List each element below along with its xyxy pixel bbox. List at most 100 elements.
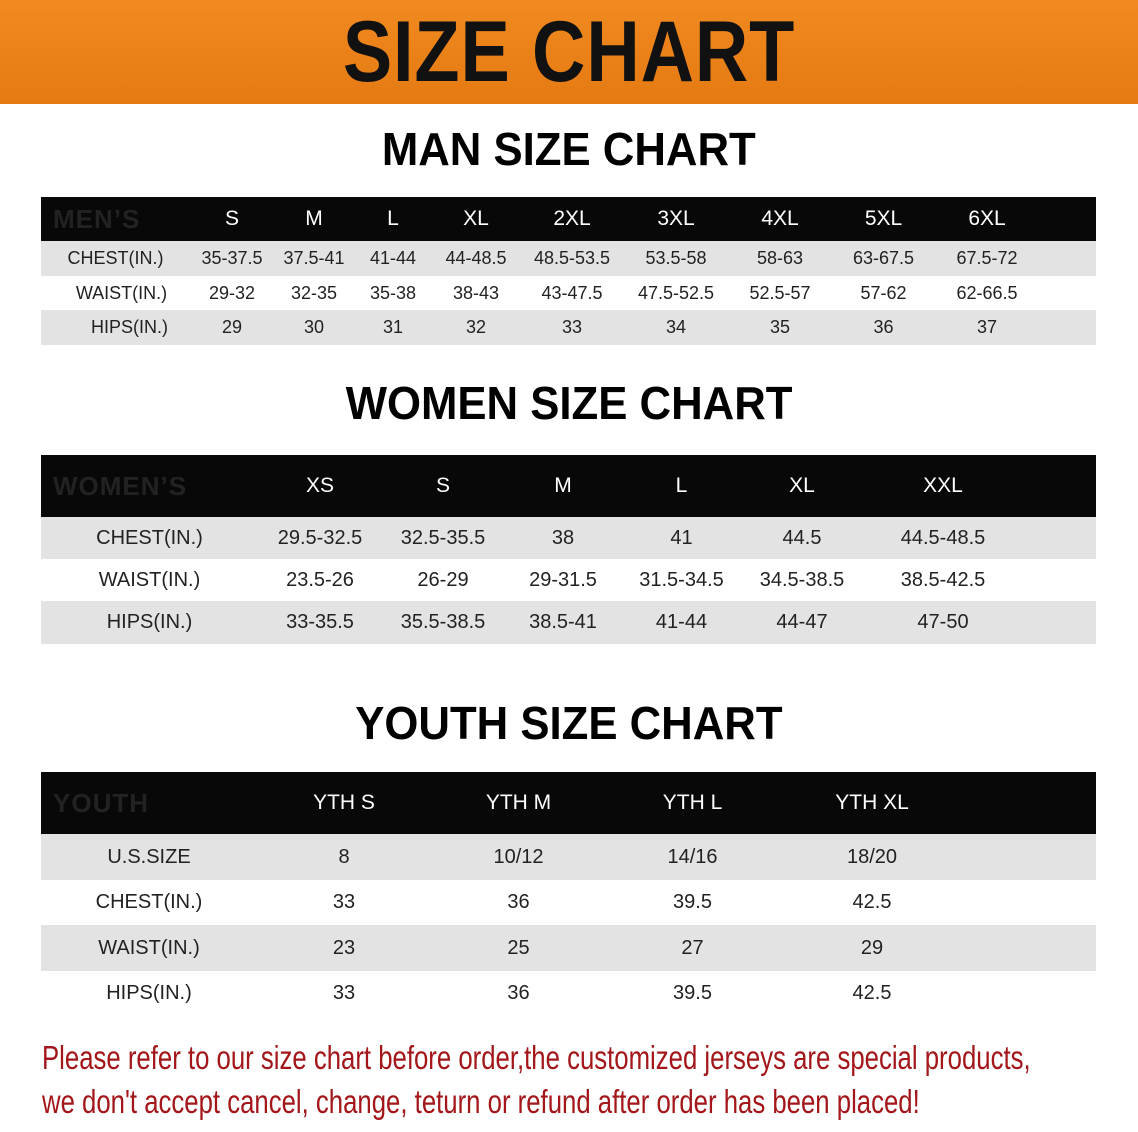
measurement-cell: 39.5 <box>673 891 712 913</box>
measurement-cell: 33 <box>332 982 356 1004</box>
youth-size-table: YOUTH YTH S YTH M YTH L YTH XL U.S.SIZE 8 10/12… <box>41 772 1096 1016</box>
notice-line-1: Please refer to our size chart before or… <box>42 1039 1031 1076</box>
size-header-cell: YTH L <box>662 791 723 814</box>
table-title-cell: YOUTH <box>53 787 149 818</box>
row-label: CHEST(IN.) <box>67 248 164 268</box>
measurement-cell: 30 <box>303 317 325 337</box>
measurement-cell: 33-35.5 <box>286 611 354 633</box>
size-header-cell: YTH S <box>313 791 375 814</box>
measurement-cell: 34.5-38.5 <box>759 568 845 591</box>
table-row: HIPS(IN.) 33-35.5 35.5-38.5 38.5-41 41-44 44-… <box>41 601 1096 644</box>
measurement-cell: 31.5-34.5 <box>639 568 724 591</box>
youth-section-title: YOUTH SIZE CHART <box>355 697 783 749</box>
measurement-cell: 23.5-26 <box>286 568 354 591</box>
measurement-cell: 25 <box>507 936 530 959</box>
women-section-title: WOMEN SIZE CHART <box>345 377 793 429</box>
measurement-cell: 53.5-58 <box>645 248 707 268</box>
measurement-cell: 57-62 <box>860 282 907 303</box>
row-label: HIPS(IN.) <box>106 611 193 633</box>
measurement-cell: 38.5-41 <box>529 611 597 633</box>
measurement-cell: 35.5-38.5 <box>400 611 486 633</box>
measurement-cell: 62-66.5 <box>956 282 1018 303</box>
measurement-cell: 43-47.5 <box>541 282 603 303</box>
row-label: HIPS(IN.) <box>90 317 168 337</box>
women-size-table: WOMEN’S XS S M L XL XXL CHEST(IN.) 29.5-32.5 32.5… <box>41 455 1096 644</box>
size-header-cell: XXL <box>923 474 963 497</box>
measurement-cell: 14/16 <box>667 845 718 868</box>
measurement-cell: 36 <box>507 982 530 1004</box>
measurement-cell: 33 <box>332 891 356 913</box>
size-header-cell: L <box>675 474 688 497</box>
table-header-row: YOUTH YTH S YTH M YTH L YTH XL <box>41 772 1096 834</box>
measurement-cell: 32 <box>465 317 487 337</box>
measurement-cell: 31 <box>382 317 404 337</box>
table-title-cell: WOMEN’S <box>53 470 188 501</box>
measurement-cell: 42.5 <box>852 982 892 1004</box>
size-header-cell: XL <box>463 207 489 230</box>
table-row: HIPS(IN.) 33 36 39.5 42.5 <box>41 971 1096 1016</box>
measurement-cell: 26-29 <box>417 568 469 591</box>
measurement-cell: 44-47 <box>776 611 828 633</box>
measurement-cell: 29 <box>221 317 243 337</box>
size-header-cell: YTH M <box>485 791 552 814</box>
table-row: WAIST(IN.) 29-32 32-35 35-38 38-43 43-47.5 47.… <box>41 276 1096 310</box>
size-header-cell: 5XL <box>864 207 903 230</box>
measurement-cell: 10/12 <box>493 845 544 868</box>
measurement-cell: 35-38 <box>369 282 417 303</box>
row-label: U.S.SIZE <box>107 845 191 868</box>
size-header-cell: XS <box>305 474 334 497</box>
measurement-cell: 58-63 <box>756 248 804 268</box>
measurement-cell: 36 <box>873 317 894 337</box>
measurement-cell: 38.5-42.5 <box>900 568 986 591</box>
measurement-cell: 27 <box>681 936 704 959</box>
measurement-cell: 38-43 <box>452 282 500 303</box>
measurement-cell: 42.5 <box>852 891 892 913</box>
banner-title: SIZE CHART <box>342 4 796 100</box>
measurement-cell: 29-32 <box>208 282 256 303</box>
measurement-cell: 18/20 <box>846 845 898 868</box>
measurement-cell: 37.5-41 <box>283 248 345 268</box>
measurement-cell: 33 <box>561 317 583 337</box>
row-label: WAIST(IN.) <box>98 936 200 959</box>
measurement-cell: 8 <box>338 845 350 868</box>
size-header-cell: 6XL <box>968 207 1006 230</box>
measurement-cell: 39.5 <box>673 982 712 1004</box>
row-label: CHEST(IN.) <box>96 526 203 549</box>
banner: SIZE CHART <box>0 0 1138 104</box>
measurement-cell: 29-31.5 <box>529 568 597 591</box>
notice-line-2: we don't accept cancel, change, teturn o… <box>42 1083 920 1120</box>
measurement-cell: 35-37.5 <box>201 248 263 268</box>
table-header-row: WOMEN’S XS S M L XL XXL <box>41 455 1096 517</box>
measurement-cell: 29.5-32.5 <box>277 526 363 549</box>
measurement-cell: 47.5-52.5 <box>637 282 715 303</box>
row-label: CHEST(IN.) <box>95 891 203 913</box>
measurement-cell: 37 <box>976 317 998 337</box>
size-header-cell: M <box>554 474 572 497</box>
table-row: CHEST(IN.) 29.5-32.5 32.5-35.5 38 41 44.5 44.5… <box>41 517 1096 559</box>
size-header-cell: S <box>435 474 450 497</box>
men-section-title: MAN SIZE CHART <box>382 123 756 175</box>
measurement-cell: 41-44 <box>655 611 708 633</box>
table-row: WAIST(IN.) 23 25 27 29 <box>41 925 1096 971</box>
measurement-cell: 63-67.5 <box>852 248 915 268</box>
measurement-cell: 38 <box>551 526 575 549</box>
measurement-cell: 44-48.5 <box>445 248 507 268</box>
table-row: HIPS(IN.) 29 30 31 32 33 34 35 36 37 <box>41 310 1096 345</box>
size-header-cell: S <box>224 207 239 230</box>
size-header-cell: M <box>305 207 323 230</box>
measurement-cell: 67.5-72 <box>956 248 1018 268</box>
size-header-cell: XL <box>789 474 815 497</box>
table-header-row: MEN’S S M L XL 2XL 3XL 4XL 5XL 6XL <box>41 197 1096 241</box>
measurement-cell: 29 <box>860 936 884 959</box>
measurement-cell: 47-50 <box>917 611 969 633</box>
row-label: WAIST(IN.) <box>98 568 201 591</box>
measurement-cell: 48.5-53.5 <box>533 248 611 268</box>
measurement-cell: 41-44 <box>369 248 417 268</box>
measurement-cell: 36 <box>507 891 530 913</box>
size-header-cell: L <box>387 207 399 230</box>
measurement-cell: 32-35 <box>290 282 338 303</box>
men-size-table: MEN’S S M L XL 2XL 3XL 4XL 5XL 6XL CHEST(IN.) 35-37… <box>41 197 1096 345</box>
table-row: CHEST(IN.) 33 36 39.5 42.5 <box>41 880 1096 925</box>
table-row: U.S.SIZE 8 10/12 14/16 18/20 <box>41 834 1096 880</box>
size-header-cell: 3XL <box>657 207 695 230</box>
